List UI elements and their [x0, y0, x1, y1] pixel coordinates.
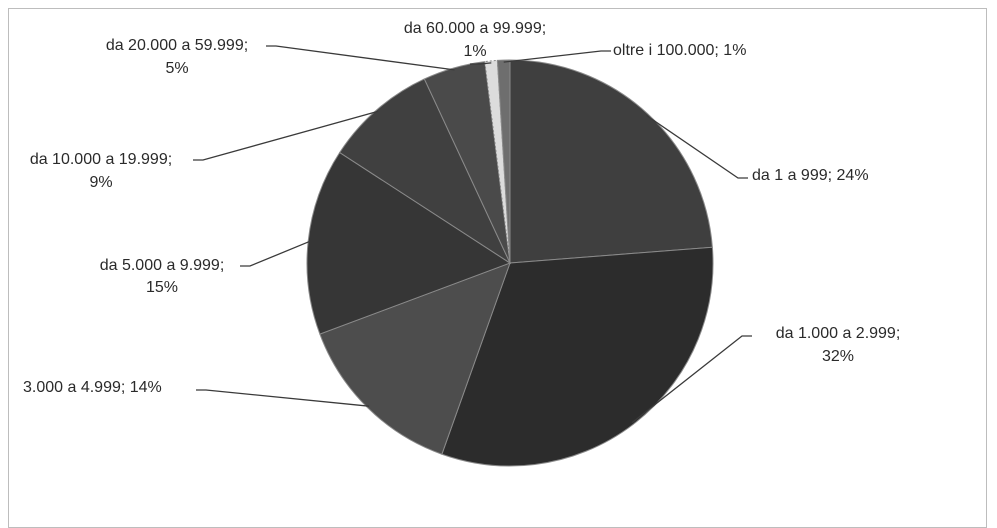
pie-slice-oltre-i-100-000: [496, 59, 511, 264]
data-label-da-10000-a-19999: da 10.000 a 19.999;: [30, 151, 172, 168]
pie-slices: [306, 59, 714, 467]
data-label-da-20000-a-59999-pct: 5%: [165, 60, 188, 77]
leader-line: [240, 240, 311, 267]
data-label-da-60000-a-99999: da 60.000 a 99.999;: [404, 20, 546, 37]
data-label-da-10000-a-19999-pct: 9%: [89, 174, 112, 191]
pie-slice-da-5-000-a-9-999: [306, 151, 512, 335]
pie-slice-da-1-000-a-2-999: [441, 246, 714, 467]
pie-slice-da-10-000-a-19-999: [338, 78, 512, 265]
leader-line: [266, 45, 455, 71]
leader-line: [631, 335, 752, 424]
leader-lines: [193, 45, 752, 424]
data-label-3000-a-4999: 3.000 a 4.999; 14%: [23, 379, 162, 396]
pie-slice-da-20-000-a-59-999: [423, 61, 511, 264]
leader-line: [503, 50, 611, 63]
leader-line: [470, 62, 492, 65]
data-labels: da 1 a 999; 24% da 1.000 a 2.999; 32% 3.…: [23, 20, 900, 396]
data-label-da-1000-a-2999: da 1.000 a 2.999;: [776, 325, 901, 342]
data-label-da-20000-a-59999: da 20.000 a 59.999;: [106, 37, 248, 54]
data-label-da-5000-a-9999-pct: 15%: [146, 279, 178, 296]
data-label-da-1-a-999: da 1 a 999; 24%: [752, 167, 869, 184]
leader-line: [646, 114, 748, 179]
leader-line: [196, 389, 370, 407]
data-label-oltre-i-100000: oltre i 100.000; 1%: [613, 42, 746, 59]
pie-slice-da-60-000-a-99-999: [484, 59, 511, 264]
pie-chart: da 1 a 999; 24% da 1.000 a 2.999; 32% 3.…: [23, 20, 900, 467]
leader-line: [193, 110, 379, 161]
data-label-da-1000-a-2999-pct: 32%: [822, 348, 854, 365]
data-label-da-60000-a-99999-pct: 1%: [463, 43, 486, 60]
pie-slice-da-1-a-999: [509, 59, 713, 264]
data-label-da-5000-a-9999: da 5.000 a 9.999;: [100, 257, 225, 274]
